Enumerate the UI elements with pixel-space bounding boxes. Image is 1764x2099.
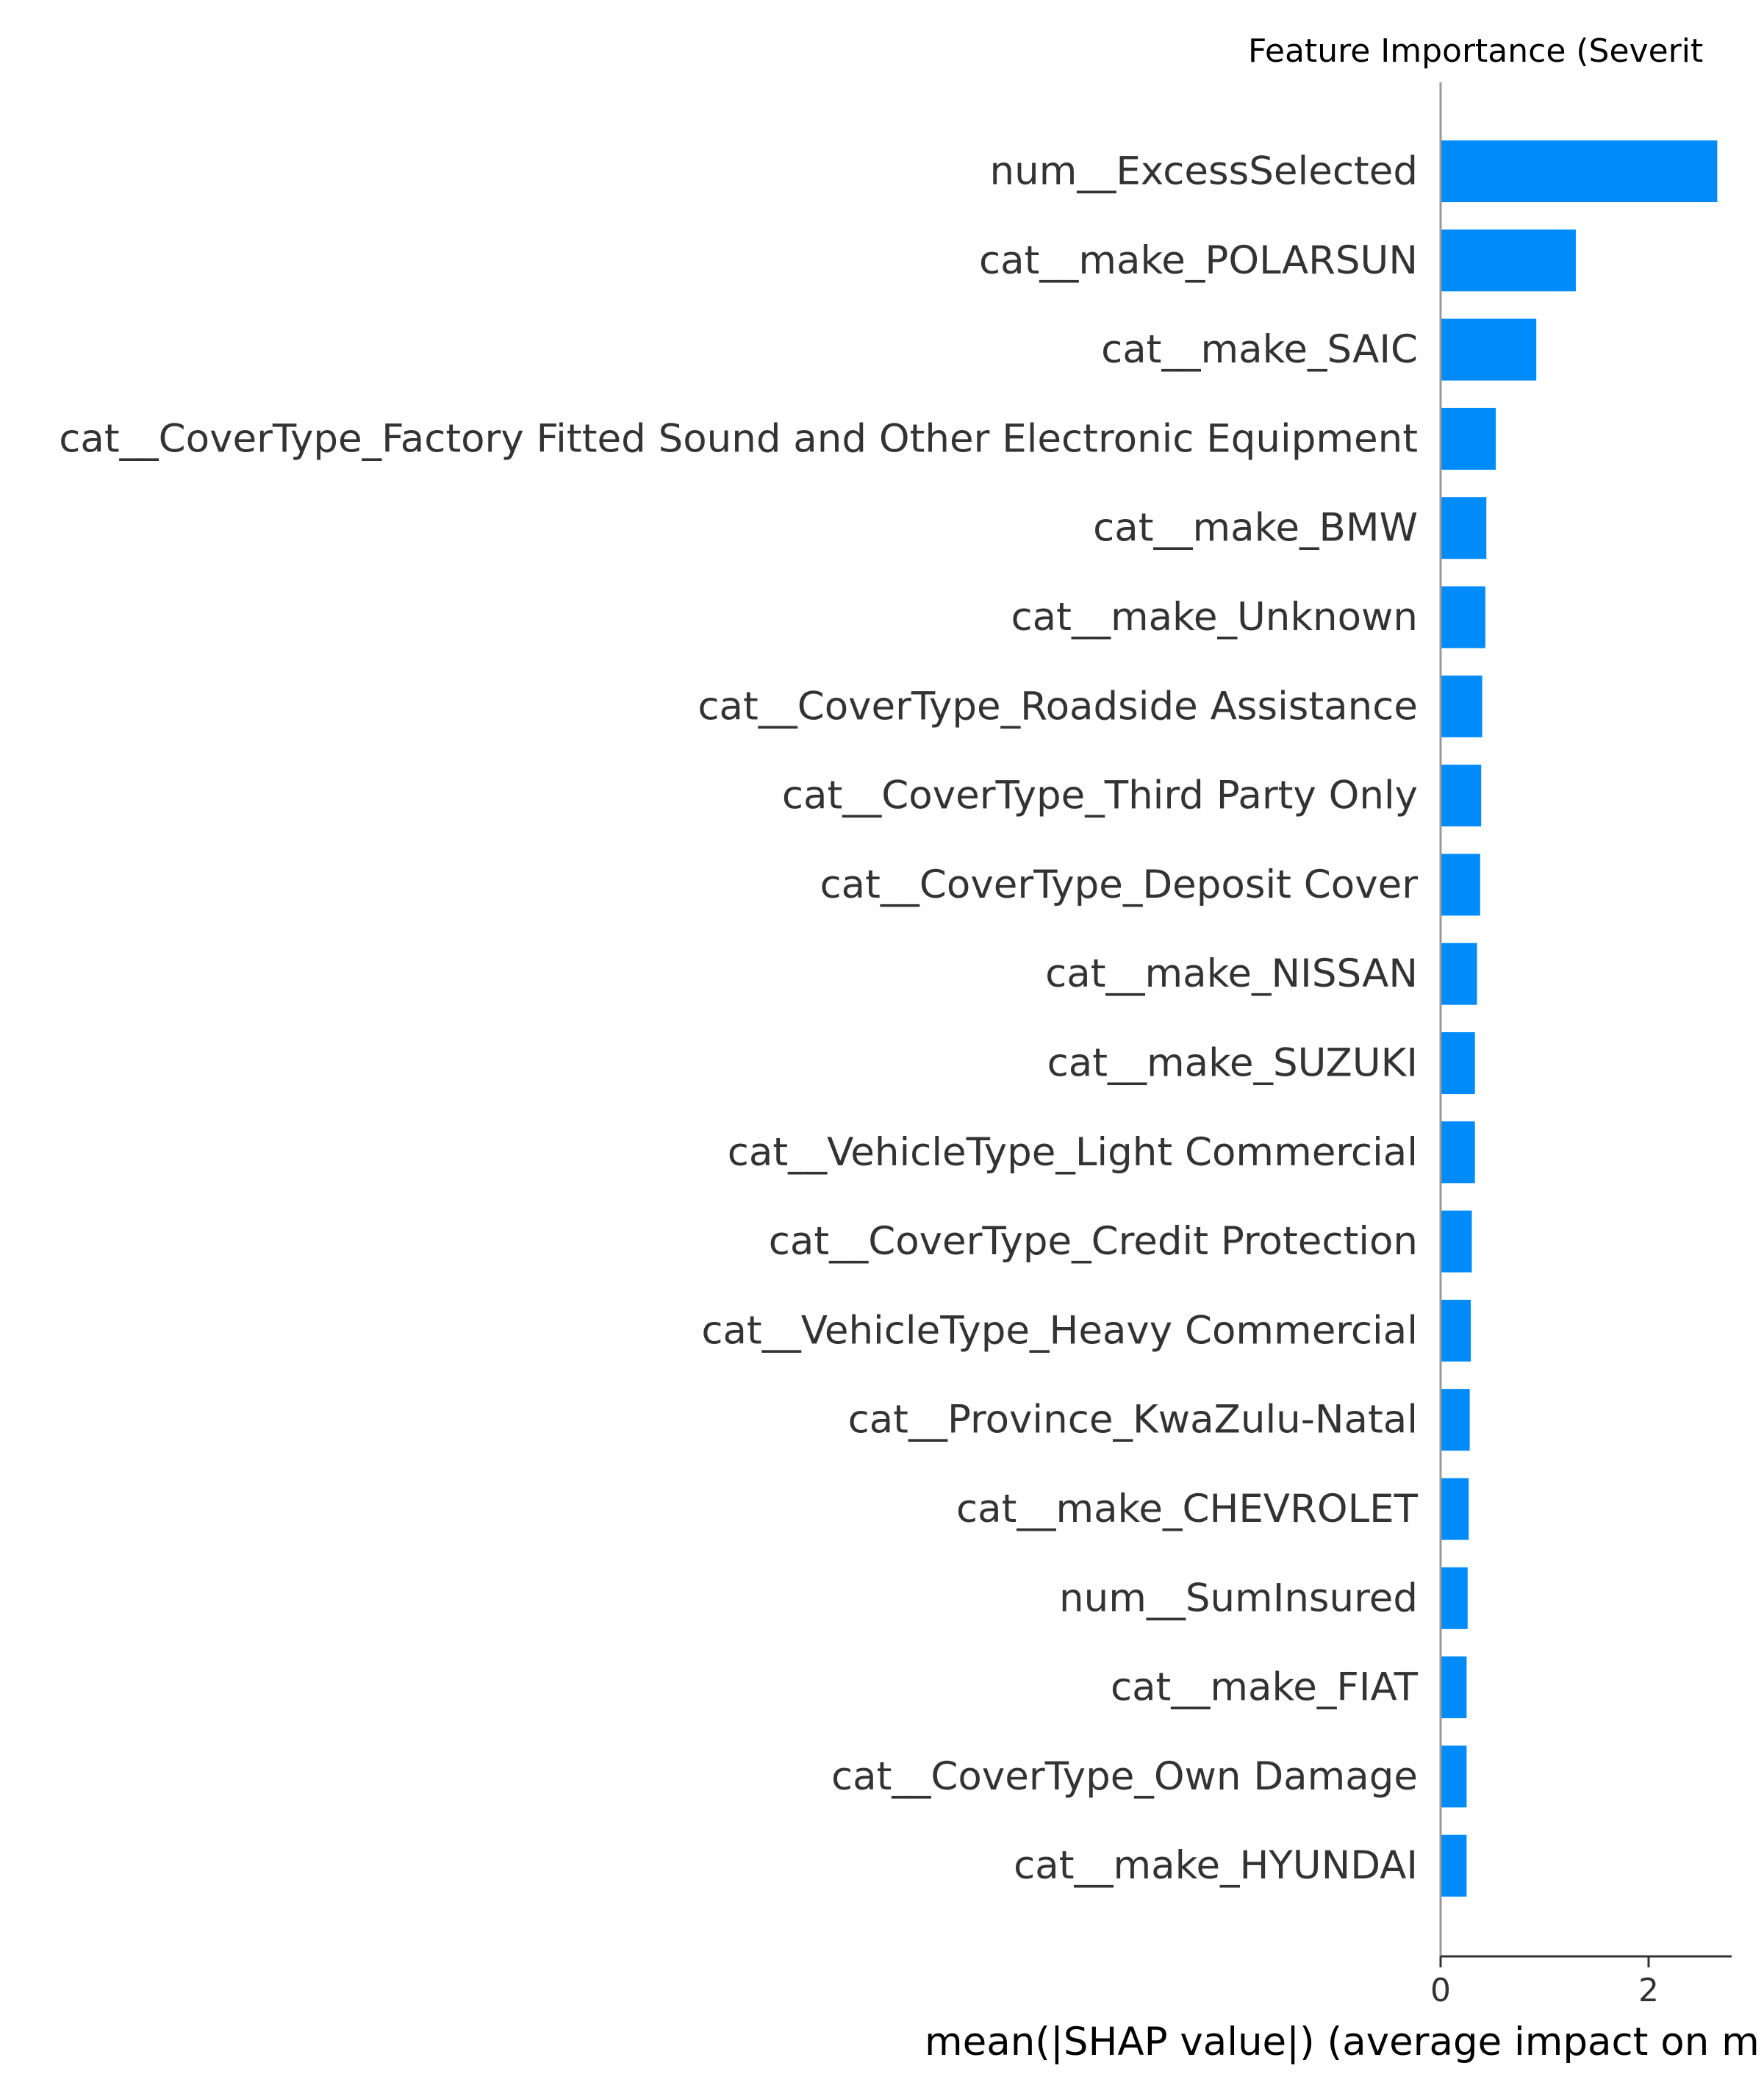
- feature-label: cat__make_SUZUKI: [1047, 1041, 1418, 1086]
- feature-label: num__ExcessSelected: [990, 149, 1418, 194]
- bar: [1441, 1121, 1475, 1184]
- feature-label: cat__CoverType_Factory Fitted Sound and …: [59, 416, 1418, 461]
- bar: [1441, 854, 1480, 916]
- bar: [1441, 1210, 1472, 1273]
- feature-label: cat__CoverType_Credit Protection: [769, 1219, 1418, 1264]
- bar: [1441, 407, 1496, 470]
- bar: [1441, 1032, 1475, 1094]
- feature-labels-group: num__ExcessSelected cat__make_POLARSUNcat…: [59, 149, 1418, 1889]
- bars-group: [1441, 140, 1718, 1897]
- feature-label: cat__make_CHEVROLET: [956, 1487, 1419, 1531]
- x-tick-label: 0: [1430, 1972, 1451, 2009]
- feature-label: cat__make_Unknown: [1011, 595, 1418, 640]
- bar: [1441, 140, 1718, 202]
- feature-label: cat__CoverType_Roadside Assistance: [698, 684, 1418, 729]
- feature-label: cat__VehicleType_Light Commercial: [728, 1130, 1418, 1175]
- bar: [1441, 1389, 1470, 1451]
- bar: [1441, 765, 1482, 827]
- bar: [1441, 1478, 1469, 1540]
- bar: [1441, 1656, 1467, 1719]
- bar: [1441, 1567, 1468, 1629]
- feature-label: cat__make_BMW: [1093, 506, 1418, 551]
- bar: [1441, 1299, 1471, 1362]
- chart-title: Feature Importance (Severit: [1248, 32, 1703, 70]
- feature-label: cat__make_POLARSUN: [979, 238, 1418, 283]
- bar: [1441, 1834, 1467, 1897]
- feature-label: cat__make_NISSAN: [1045, 951, 1418, 996]
- feature-label: cat__CoverType_Third Party Only: [782, 773, 1418, 818]
- feature-label: num__SumInsured: [1059, 1576, 1418, 1620]
- feature-label: cat__Province_KwaZulu-Natal: [848, 1398, 1418, 1442]
- feature-label: cat__make_SAIC: [1101, 327, 1418, 372]
- bar: [1441, 1745, 1467, 1808]
- x-tick-label: 2: [1638, 1972, 1659, 2009]
- x-axis-label: mean(|SHAP value|) (average impact on m: [925, 2020, 1760, 2064]
- bar: [1441, 229, 1576, 292]
- feature-label: cat__CoverType_Own Damage: [831, 1754, 1418, 1799]
- feature-label: cat__make_HYUNDAI: [1014, 1843, 1418, 1888]
- bar: [1441, 318, 1537, 381]
- bar: [1441, 586, 1485, 648]
- feature-label: cat__VehicleType_Heavy Commercial: [701, 1308, 1418, 1353]
- bar: [1441, 675, 1482, 737]
- bar: [1441, 497, 1487, 559]
- feature-label: cat__CoverType_Deposit Cover: [820, 862, 1419, 907]
- bar: [1441, 943, 1477, 1005]
- feature-label: cat__make_FIAT: [1111, 1665, 1419, 1710]
